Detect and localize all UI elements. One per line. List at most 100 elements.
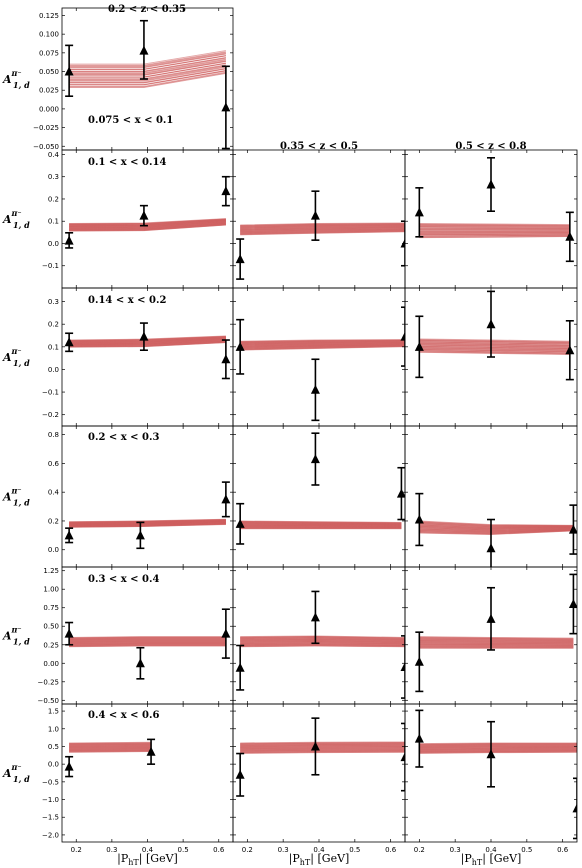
data-point-triangle	[235, 662, 245, 672]
panel-plot-area	[64, 608, 231, 680]
y-tick-label: 0.0	[48, 366, 59, 374]
y-axis-label-sup: π⁻	[11, 762, 22, 772]
data-point-triangle	[64, 337, 74, 347]
x-axis-label-symbol: |P	[289, 852, 301, 866]
panel-r5-c1: 0.2 0.3 0.4 0.5 0.6	[232, 703, 406, 854]
y-tick-label: 0.2	[48, 517, 59, 525]
panel-plot-area	[64, 481, 231, 550]
x-tick-label: 0.2	[242, 846, 253, 854]
y-tick-label: 0.50	[43, 623, 59, 631]
replica-curve	[240, 343, 405, 348]
replica-curve	[69, 67, 226, 83]
y-axis-label-sup: π⁻	[11, 486, 22, 496]
y-axis-label-sup: π⁻	[11, 68, 22, 78]
y-axis-label-symbol: A	[2, 73, 12, 86]
replica-curve	[69, 639, 226, 642]
data-point-triangle	[139, 45, 149, 55]
replica-curve	[69, 742, 152, 745]
panel-r4-c2	[404, 566, 578, 705]
y-axis-label: Aπ⁻ 1, d	[2, 208, 30, 230]
replica-curve	[240, 339, 405, 342]
y-tick-label: 0.2	[48, 321, 59, 329]
replica-curve	[69, 224, 226, 232]
panel-frame	[61, 703, 234, 843]
replica-curve	[419, 224, 570, 226]
y-tick-label: 0.1	[48, 218, 59, 226]
y-axis-label: Aπ⁻ 1, d	[2, 486, 30, 508]
data-point-triangle	[221, 628, 231, 638]
replica-curve	[69, 744, 152, 747]
y-tick-label: −0.1	[42, 389, 59, 397]
x-axis-label-unit: | [GeV]	[310, 852, 349, 866]
row-label-x-bin: 0.075 < x < 0.1	[88, 115, 173, 126]
y-axis-label: Aπ⁻ 1, d	[2, 68, 30, 90]
x-tick-label: 0.5	[521, 846, 532, 854]
data-point-triangle	[64, 235, 74, 245]
panel-plot-area	[64, 738, 156, 778]
y-tick-label: 1.0	[48, 725, 59, 733]
replica-curve	[240, 521, 402, 524]
replica-curve	[240, 345, 405, 350]
y-tick-label: 0.75	[43, 604, 59, 612]
x-tick-label: 0.6	[385, 846, 397, 854]
data-point-triangle	[135, 658, 145, 668]
data-point-triangle	[414, 514, 424, 524]
x-tick-label: 0.3	[278, 846, 289, 854]
data-point-triangle	[414, 656, 424, 666]
replica-curve	[240, 523, 402, 526]
replica-curve	[69, 750, 152, 752]
panel-plot-area	[64, 175, 231, 249]
x-axis-label: |PhT| [GeV]	[117, 852, 178, 867]
replica-curve	[69, 636, 226, 639]
panel-r2-c0: −0.2 −0.1 0.0 0.1 0.2 0.3 Aπ⁻ 1, d	[2, 287, 234, 427]
replica-curve	[419, 234, 570, 237]
panel-plot-area	[414, 709, 577, 840]
panel-plot-area	[235, 432, 405, 545]
data-point-triangle	[139, 331, 149, 341]
y-tick-label: 0.3	[48, 173, 59, 181]
replica-curve	[69, 743, 152, 745]
x-tick-label: 0.6	[557, 846, 569, 854]
data-point-triangle	[572, 803, 577, 813]
y-axis-label-symbol: A	[2, 630, 12, 643]
panel-r2-c2	[404, 287, 578, 427]
replica-curve	[69, 66, 226, 82]
data-point-triangle	[414, 207, 424, 217]
replica-curve	[240, 522, 402, 525]
replica-curve	[419, 226, 570, 228]
y-tick-label: 0.050	[39, 68, 59, 76]
replica-curve	[69, 643, 226, 645]
x-axis-label-unit: | [GeV]	[139, 852, 178, 866]
y-axis-label-sup: π⁻	[11, 346, 22, 356]
data-point-triangle	[310, 612, 320, 622]
y-tick-label: 0.4	[48, 151, 60, 159]
x-axis-label-sub: hT	[472, 858, 483, 867]
data-point-triangle	[235, 518, 245, 528]
y-tick-label: −0.1	[42, 262, 59, 270]
y-tick-label: 0.125	[39, 12, 59, 20]
data-point-triangle	[135, 530, 145, 540]
panel-r2-c1	[232, 287, 406, 427]
y-tick-label: 1.25	[43, 567, 59, 575]
data-point-triangle	[414, 341, 424, 351]
replica-curve	[69, 750, 152, 753]
row-label-x-bin: 0.2 < x < 0.3	[88, 432, 159, 443]
y-tick-label: 0.3	[48, 298, 59, 306]
y-axis-label-sub: 1, d	[13, 637, 30, 647]
y-tick-label: −1.0	[42, 796, 59, 804]
y-tick-label: 0.100	[39, 31, 59, 39]
data-point-triangle	[235, 769, 245, 779]
data-point-triangle	[235, 341, 245, 351]
y-axis-label-symbol: A	[2, 767, 12, 780]
panel-plot-area	[414, 290, 575, 381]
y-tick-label: 0.075	[39, 49, 59, 57]
replica-curve	[69, 743, 152, 746]
y-tick-label: −1.5	[42, 814, 59, 822]
y-tick-label: 0.0	[48, 546, 59, 554]
replica-curve	[419, 235, 570, 238]
panel-r3-c2	[404, 425, 578, 568]
y-tick-label: −0.50	[38, 697, 59, 705]
panel-frame	[232, 703, 406, 843]
replica-curve	[69, 748, 152, 751]
